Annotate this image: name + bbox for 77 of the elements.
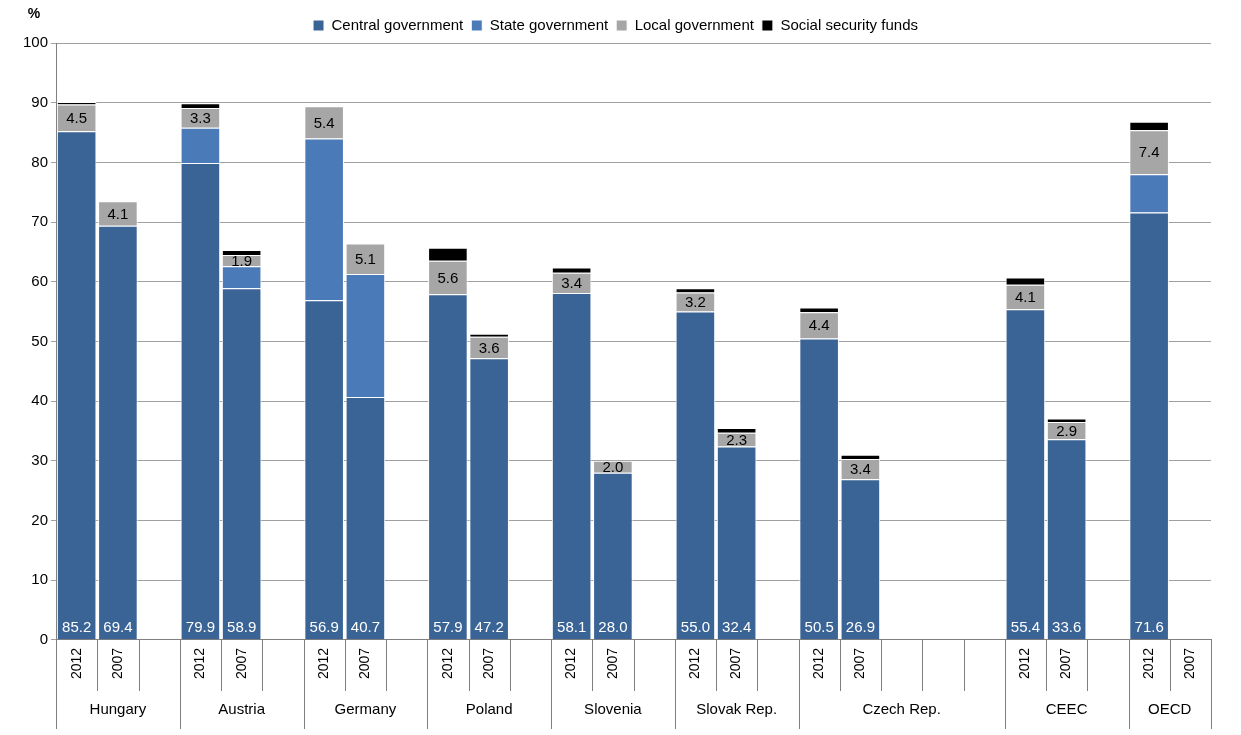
data-label: 33.6 <box>1052 618 1082 635</box>
x-tick-label: 2012 <box>686 647 703 680</box>
data-label: 7.4 <box>1138 143 1160 161</box>
data-label: 2.3 <box>726 430 748 448</box>
data-label: 47.2 <box>474 618 504 635</box>
text: Austria <box>218 700 266 718</box>
x-tick-label: 2007 <box>1057 647 1074 680</box>
y-tick-label: 80 <box>31 152 49 170</box>
data-label: 28.0 <box>598 618 628 635</box>
data-label: 26.9 <box>845 618 875 635</box>
text: Germany <box>334 700 397 718</box>
legend-label: Social security funds <box>780 15 918 33</box>
x-tick-label: 2007 <box>356 647 373 680</box>
text: OECD <box>1148 700 1192 718</box>
x-tick-label: 2012 <box>562 647 579 680</box>
x-tick-label: 2012 <box>809 647 826 680</box>
legend-label: Local government <box>634 15 755 33</box>
text: Hungary <box>89 700 147 718</box>
data-label: 57.9 <box>433 618 463 635</box>
x-tick-label: 2012 <box>1016 647 1033 680</box>
data-label: 2.9 <box>1056 421 1078 439</box>
legend-label: State government <box>489 15 609 33</box>
x-tick-label: 2012 <box>315 647 332 680</box>
x-tick-label: 2012 <box>67 647 84 680</box>
y-tick-label: 20 <box>31 510 49 528</box>
x-tick-label: 2012 <box>438 647 455 680</box>
data-label: 4.1 <box>107 204 129 222</box>
data-label: 5.6 <box>437 268 459 286</box>
data-label: 2.0 <box>602 457 624 475</box>
text: CEEC <box>1045 700 1088 718</box>
x-tick-label: 2007 <box>480 647 496 680</box>
text: Czech Rep. <box>862 700 941 718</box>
y-tick-label: 50 <box>31 331 49 349</box>
y-tick-label: 100 <box>23 33 49 51</box>
data-label: 79.9 <box>185 618 215 635</box>
y-axis-title: % <box>27 4 41 21</box>
data-label: 3.6 <box>478 338 500 356</box>
data-label: 55.0 <box>680 618 710 635</box>
data-label: 4.1 <box>1014 288 1036 306</box>
text: Slovak Rep. <box>696 700 778 718</box>
legend-label: Central government <box>331 15 465 33</box>
y-tick-label: 90 <box>31 92 49 110</box>
data-label: 4.5 <box>66 109 88 127</box>
data-label: 58.9 <box>227 618 257 635</box>
y-tick-label: 40 <box>31 391 49 409</box>
data-label: 3.2 <box>684 293 706 311</box>
x-tick-label: 2007 <box>727 647 744 680</box>
data-label: 5.4 <box>313 113 335 131</box>
data-label: 3.4 <box>849 460 871 478</box>
data-label: 55.4 <box>1010 618 1040 635</box>
data-label: 3.3 <box>189 109 211 127</box>
y-tick-label: 70 <box>31 212 49 230</box>
data-label: 56.9 <box>309 618 339 635</box>
data-label: 50.5 <box>804 618 834 635</box>
data-label: 1.9 <box>231 251 253 269</box>
x-tick-label: 2007 <box>232 647 249 680</box>
x-tick-label: 2007 <box>108 647 125 680</box>
data-label: 69.4 <box>103 618 133 635</box>
data-label: 71.6 <box>1134 618 1164 635</box>
x-tick-label: 2012 <box>191 647 208 680</box>
text: Slovenia <box>584 700 643 718</box>
data-label: 32.4 <box>722 618 752 635</box>
data-label: 4.4 <box>808 316 830 334</box>
y-tick-label: 30 <box>31 450 49 468</box>
y-tick-label: 60 <box>31 271 49 289</box>
data-label: 85.2 <box>62 618 92 635</box>
y-tick-label: 0 <box>39 630 49 647</box>
data-label: 3.4 <box>561 274 583 292</box>
text: Poland <box>465 700 513 718</box>
x-tick-label: 2007 <box>851 647 868 680</box>
y-tick-label: 10 <box>31 570 49 588</box>
x-tick-label: 2007 <box>603 647 620 680</box>
x-tick-label: 2012 <box>1139 647 1156 680</box>
data-label: 5.1 <box>354 249 376 267</box>
x-tick-label: 2007 <box>1181 647 1198 680</box>
data-label: 58.1 <box>557 618 587 635</box>
data-label: 40.7 <box>350 618 380 635</box>
